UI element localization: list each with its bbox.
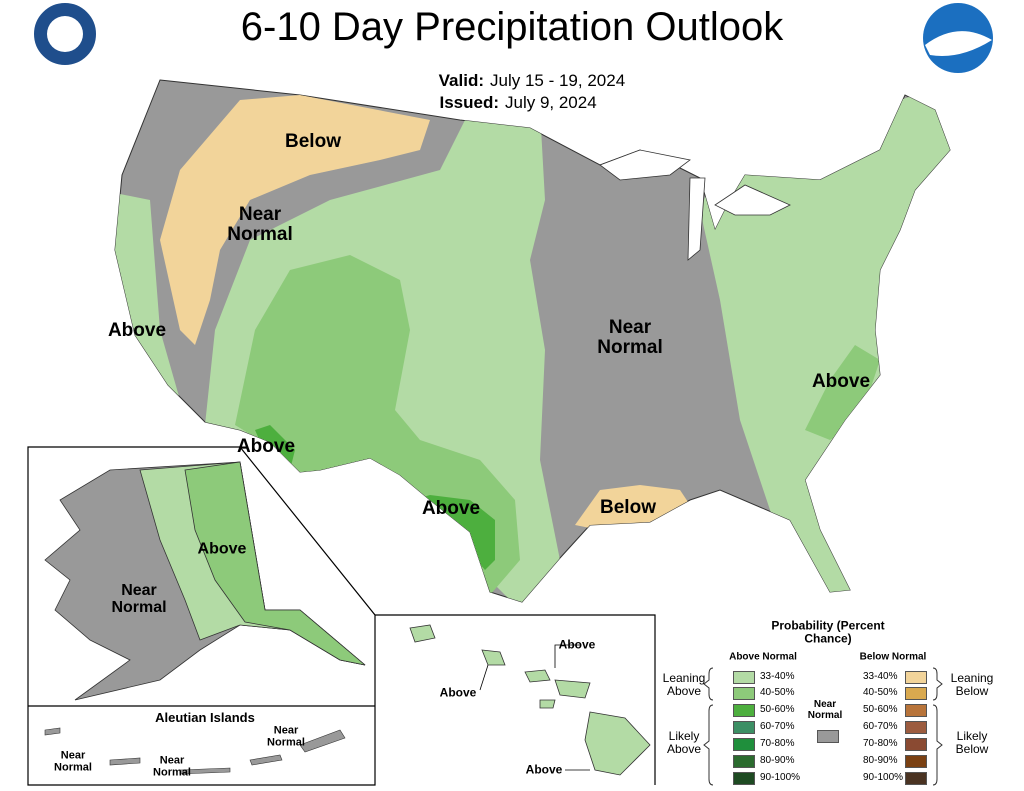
logos-part — [925, 31, 992, 56]
legend-range: 50-60% — [760, 704, 795, 715]
aleutian-label: Near Normal — [54, 749, 92, 773]
region-label: Above — [811, 371, 871, 393]
legend-group: Likely Above — [666, 728, 702, 756]
alaska-part — [184, 461, 366, 666]
legend-range: 33-40% — [863, 671, 898, 682]
aleutian-title: Aleutian Islands — [155, 710, 255, 726]
region-label: Near Normal — [597, 317, 663, 358]
legend-swatch — [733, 687, 755, 700]
hawaii-part — [479, 664, 489, 691]
conus-part-part — [160, 95, 430, 345]
valid-label: Valid: — [439, 71, 484, 90]
legend-swatch — [905, 721, 927, 734]
hawaii-part — [481, 649, 506, 666]
region-label: Below — [285, 131, 341, 153]
hawaii-part — [584, 711, 651, 776]
aleutian-label: Near Normal — [267, 724, 305, 748]
conus-part-part — [700, 80, 950, 600]
logos-part — [47, 16, 83, 52]
legend-brace — [932, 704, 943, 786]
aleutian-label: Near Normal — [153, 754, 191, 778]
legend-swatch — [905, 687, 927, 700]
region-label: Near Normal — [227, 204, 293, 245]
legend-swatch — [905, 772, 927, 785]
legend-range: 80-90% — [863, 755, 898, 766]
region-label: Above — [107, 320, 167, 342]
conus-part-part — [575, 485, 690, 528]
legend-range: 40-50% — [760, 687, 795, 698]
hawaii-label: Above — [525, 762, 563, 777]
legend-range: 40-50% — [863, 687, 898, 698]
legend-group: Likely Below — [955, 728, 989, 756]
aleutian-islands-part — [249, 754, 283, 766]
alaska-label: Above — [197, 540, 247, 558]
legend-range: 90-100% — [863, 772, 904, 783]
legend-group: Leaning Above — [662, 670, 706, 698]
legend-swatch — [733, 721, 755, 734]
legend-range: 90-100% — [760, 772, 801, 783]
near-normal-label: Near Normal — [807, 699, 843, 721]
title: 6-10 Day Precipitation Outlook — [241, 5, 785, 49]
conus-part — [714, 184, 791, 216]
region-label: Above — [236, 436, 296, 458]
aleutian-islands-part — [299, 729, 346, 753]
legend-swatch — [817, 730, 839, 743]
legend-heading: Below Normal — [859, 651, 927, 663]
legend-swatch — [733, 671, 755, 684]
legend-group: Leaning Below — [950, 670, 994, 698]
legend-range: 60-70% — [760, 721, 795, 732]
legend-heading: Above Normal — [729, 651, 797, 663]
inset-frames — [27, 446, 656, 786]
legend-swatch — [905, 671, 927, 684]
hawaii-part — [539, 699, 556, 709]
hawaii-part — [524, 669, 551, 683]
inset-frames-part — [27, 446, 376, 786]
inset-frames-part — [375, 614, 656, 785]
legend-brace — [703, 704, 714, 786]
legend-title: Probability (Percent Chance) — [771, 618, 885, 645]
legend-brace — [932, 667, 943, 701]
conus-part — [599, 149, 691, 181]
region-label: Below — [600, 497, 656, 519]
conus-part — [687, 177, 706, 261]
legend-swatch — [905, 738, 927, 751]
legend-brace — [703, 667, 714, 701]
valid-dates: July 15 - 19, 2024 — [490, 71, 625, 90]
hawaii-part — [409, 624, 436, 643]
legend-range: 60-70% — [863, 721, 898, 732]
region-label: Above — [421, 498, 481, 520]
legend-range: 70-80% — [760, 738, 795, 749]
legend-range: 70-80% — [863, 738, 898, 749]
legend-swatch — [733, 772, 755, 785]
legend-range: 50-60% — [863, 704, 898, 715]
alaska — [44, 461, 366, 701]
hawaii-label: Above — [439, 685, 477, 700]
aleutian-islands-part — [44, 727, 61, 736]
legend-swatch — [905, 704, 927, 717]
hawaii-label: Above — [558, 637, 596, 652]
hawaii — [409, 624, 651, 776]
alaska-label: Near Normal — [111, 582, 167, 616]
legend-range: 33-40% — [760, 671, 795, 682]
legend-swatch — [905, 755, 927, 768]
issued-date: July 9, 2024 — [505, 93, 597, 112]
legend-swatch — [733, 704, 755, 717]
legend-range: 80-90% — [760, 755, 795, 766]
logos — [32, 1, 993, 73]
aleutian-islands-part — [109, 757, 141, 766]
hawaii-part — [554, 644, 580, 668]
legend-swatch — [733, 755, 755, 768]
hawaii-part — [554, 679, 591, 699]
conus-part-part — [115, 190, 180, 400]
issued-label: Issued: — [439, 93, 499, 112]
aleutian-islands — [44, 727, 346, 775]
legend-swatch — [733, 738, 755, 751]
aleutian-islands-part — [179, 767, 231, 775]
